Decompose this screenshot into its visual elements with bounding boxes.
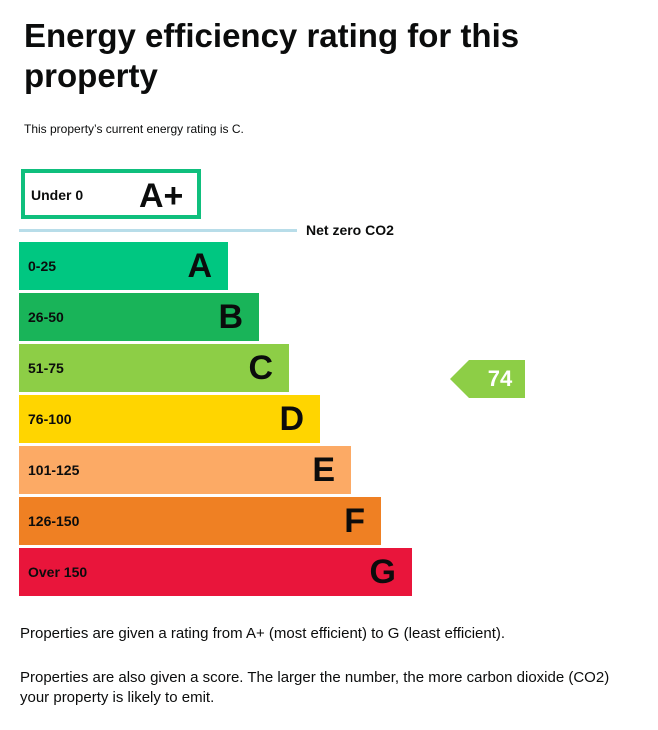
- rating-band-c: 51-75 C: [19, 344, 289, 392]
- band-letter: A+: [139, 177, 184, 215]
- band-range: 26-50: [28, 309, 64, 325]
- band-range: Under 0: [31, 187, 84, 203]
- band-range: 51-75: [28, 360, 64, 376]
- rating-band-a: 0-25 A: [19, 242, 228, 290]
- band-letter: E: [312, 451, 335, 489]
- band-range: 76-100: [28, 411, 72, 427]
- page-title: Energy efficiency rating for this proper…: [24, 17, 520, 94]
- score-arrow-shape: [450, 360, 525, 398]
- band-letter: F: [344, 502, 365, 540]
- current-score-marker: 74: [450, 360, 525, 398]
- rating-band-d: 76-100 D: [19, 395, 320, 443]
- band-letter: D: [279, 400, 304, 438]
- band-range: Over 150: [28, 564, 88, 580]
- rating-band-aplus: Under 0 A+: [21, 169, 201, 219]
- score-note: Properties are also given a score. The l…: [20, 669, 610, 706]
- net-zero-label: Net zero CO2: [306, 222, 394, 238]
- net-zero-divider: [19, 229, 297, 232]
- band-letter: G: [369, 553, 396, 591]
- rating-range-note: Properties are given a rating from A+ (m…: [20, 625, 506, 642]
- band-range: 126-150: [28, 513, 80, 529]
- rating-band-b: 26-50 B: [19, 293, 259, 341]
- band-letter: B: [218, 298, 243, 336]
- current-score-value: 74: [487, 366, 513, 391]
- band-letter: C: [248, 349, 273, 387]
- band-range: 101-125: [28, 462, 80, 478]
- current-rating-text: This property’s current energy rating is…: [24, 122, 244, 136]
- rating-band-g: Over 150 G: [19, 548, 412, 596]
- band-range: 0-25: [28, 258, 57, 274]
- rating-band-e: 101-125 E: [19, 446, 351, 494]
- band-letter: A: [187, 247, 212, 285]
- rating-band-f: 126-150 F: [19, 497, 381, 545]
